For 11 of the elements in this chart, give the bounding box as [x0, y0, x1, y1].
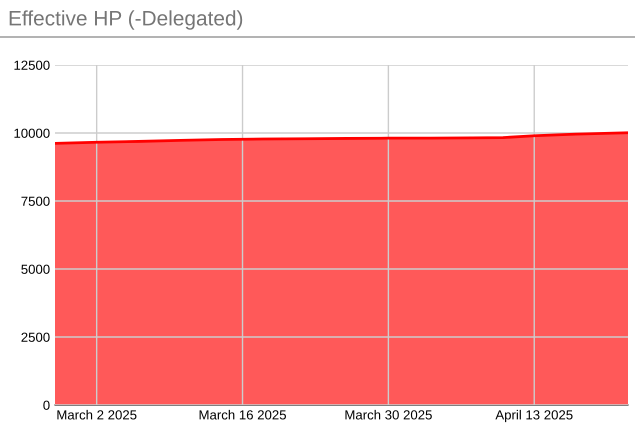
y-tick-label: 12500 — [14, 60, 50, 70]
y-tick-label: 2500 — [21, 332, 50, 342]
chart-title: Effective HP (-Delegated) — [10, 10, 242, 30]
y-tick-label: 7500 — [21, 196, 50, 206]
x-tick-label: April 13 2025 — [495, 410, 573, 422]
x-tick-label: March 16 2025 — [200, 410, 286, 420]
y-tick-label: 5000 — [21, 264, 50, 274]
y-tick-label: 0 — [43, 400, 50, 410]
x-tick-label: March 30 2025 — [345, 410, 432, 420]
x-tick-label: March 2 2025 — [57, 410, 136, 420]
y-tick-label: 10000 — [14, 128, 50, 138]
